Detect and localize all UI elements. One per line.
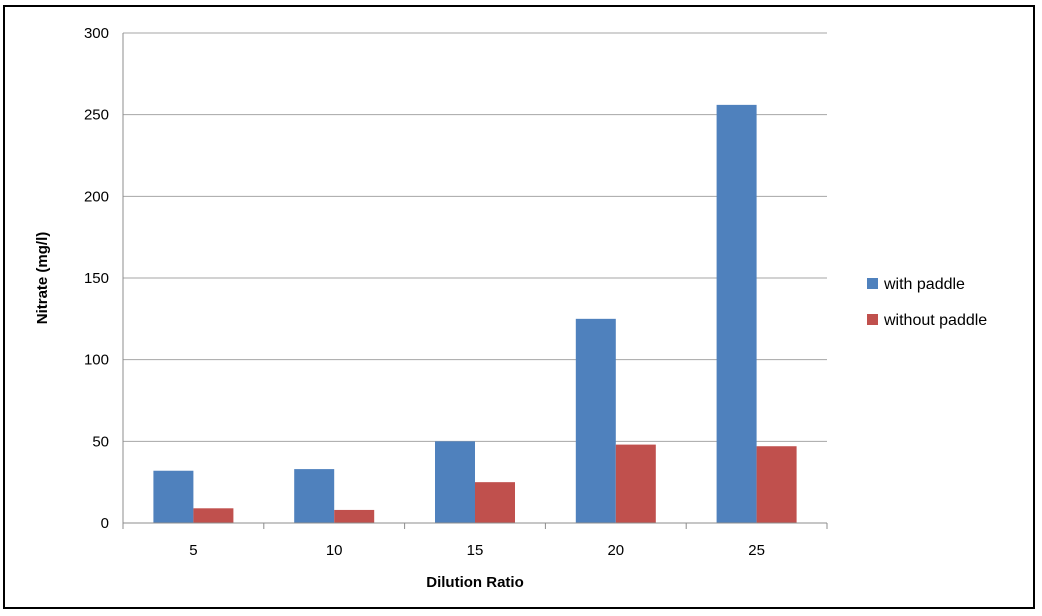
legend-swatch-with-paddle <box>867 278 878 289</box>
bar-with-paddle-5 <box>153 470 194 523</box>
x-axis-title: Dilution Ratio <box>426 574 524 591</box>
x-tick-label: 10 <box>326 542 343 559</box>
y-axis-ticks: 0 50 100 150 200 250 300 <box>84 25 109 532</box>
bar-without-paddle-15 <box>475 482 515 523</box>
y-tick-label: 300 <box>84 25 109 42</box>
bar-with-paddle-20 <box>575 318 616 523</box>
bars <box>153 104 797 523</box>
x-tick-label: 25 <box>748 542 765 559</box>
bar-without-paddle-5 <box>193 508 234 523</box>
bar-without-paddle-10 <box>334 509 375 523</box>
x-tick-label: 15 <box>467 542 484 559</box>
legend-label-without-paddle: without paddle <box>883 312 987 329</box>
bar-with-paddle-15 <box>435 441 475 523</box>
chart-frame: 0 50 100 150 200 250 300 5 10 15 20 25 Nitrate (mg… <box>3 5 1035 609</box>
y-tick-label: 100 <box>84 352 109 369</box>
y-tick-label: 50 <box>92 433 109 450</box>
x-tick-label: 5 <box>189 542 197 559</box>
x-axis <box>122 33 828 529</box>
y-tick-label: 200 <box>84 188 109 205</box>
y-tick-label: 0 <box>101 515 109 532</box>
y-tick-label: 250 <box>84 107 109 124</box>
legend-swatch-without-paddle <box>867 314 878 325</box>
y-tick-label: 150 <box>84 270 109 287</box>
legend-label-with-paddle: with paddle <box>883 276 965 293</box>
bar-without-paddle-25 <box>756 446 797 523</box>
gridlines <box>123 32 827 442</box>
bar-with-paddle-10 <box>294 469 335 523</box>
bar-with-paddle-25 <box>716 104 757 523</box>
bar-without-paddle-20 <box>615 444 656 523</box>
bar-chart: 0 50 100 150 200 250 300 5 10 15 20 25 Nitrate (mg… <box>34 25 987 591</box>
x-axis-ticks: 5 10 15 20 25 <box>189 542 765 559</box>
legend: with paddle without paddle <box>867 276 987 329</box>
y-axis-title: Nitrate (mg/l) <box>34 232 51 325</box>
x-tick-label: 20 <box>607 542 624 559</box>
